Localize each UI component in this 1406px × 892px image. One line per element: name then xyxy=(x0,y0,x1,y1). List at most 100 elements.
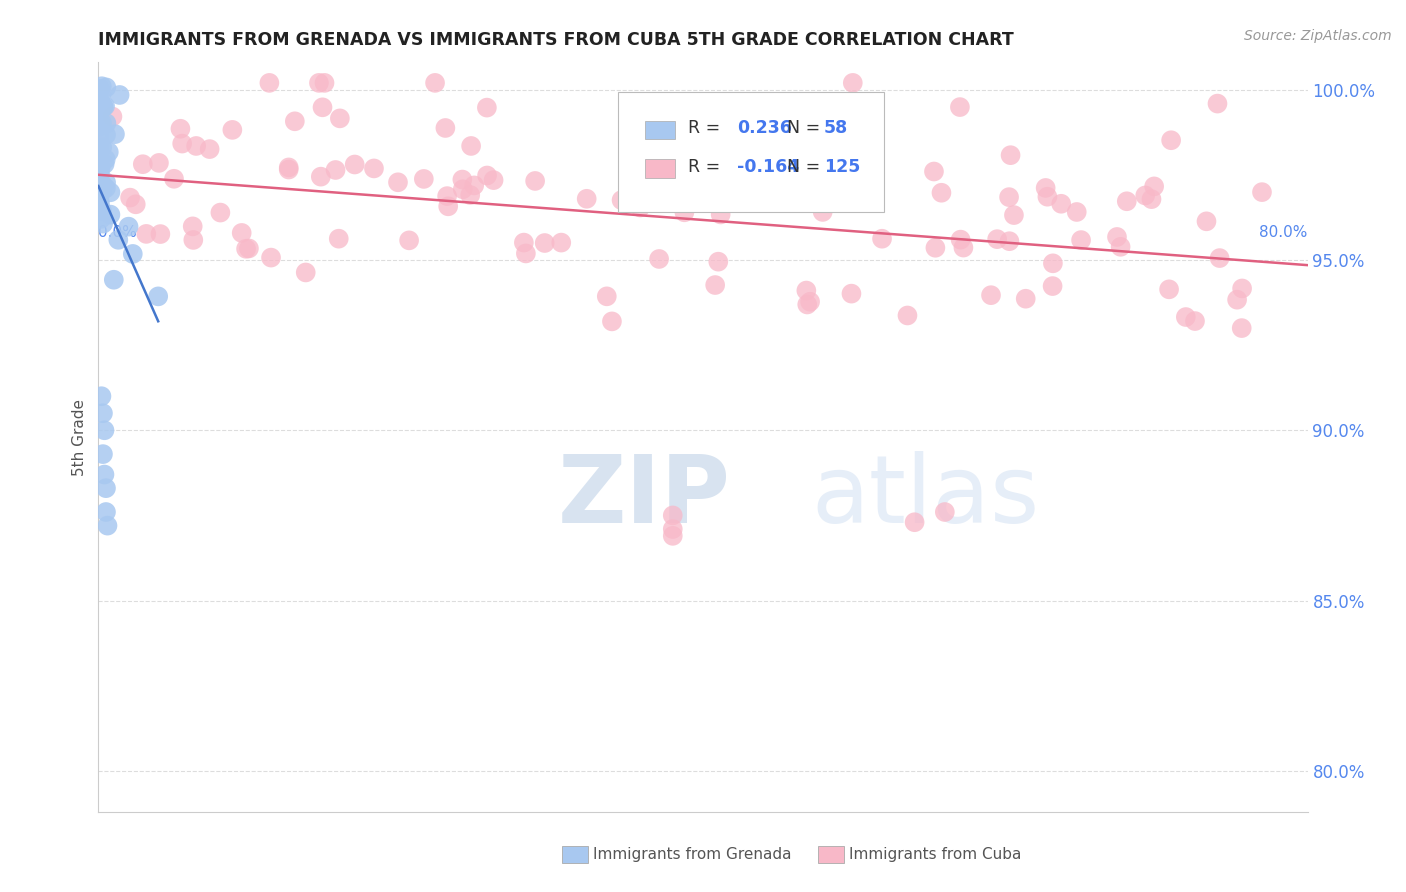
Point xyxy=(311,100,333,114)
Point xyxy=(1036,190,1059,204)
Point xyxy=(314,76,336,90)
Point xyxy=(980,288,1002,302)
Point xyxy=(1143,179,1166,194)
Point xyxy=(789,159,811,173)
Point xyxy=(96,518,118,533)
Point xyxy=(89,118,111,132)
Point xyxy=(94,176,117,190)
Point xyxy=(96,80,118,95)
Text: R =: R = xyxy=(689,159,727,177)
Point xyxy=(91,140,114,154)
Point xyxy=(284,114,307,128)
Point xyxy=(707,254,730,268)
Point xyxy=(209,205,232,219)
Point xyxy=(309,169,332,184)
Point xyxy=(412,172,434,186)
Point xyxy=(181,233,204,247)
Point xyxy=(89,196,111,211)
Text: N =: N = xyxy=(776,120,825,137)
Point xyxy=(89,101,111,115)
Point xyxy=(90,97,112,112)
Point xyxy=(148,156,170,170)
Point xyxy=(1015,292,1038,306)
Text: 0.0%: 0.0% xyxy=(98,225,138,240)
Point xyxy=(841,286,863,301)
Point xyxy=(998,234,1021,248)
Point xyxy=(931,186,953,200)
Point xyxy=(924,241,946,255)
Point xyxy=(101,110,124,124)
Point xyxy=(135,227,157,241)
Point xyxy=(277,162,299,177)
Point xyxy=(328,232,350,246)
Text: IMMIGRANTS FROM GRENADA VS IMMIGRANTS FROM CUBA 5TH GRADE CORRELATION CHART: IMMIGRANTS FROM GRENADA VS IMMIGRANTS FR… xyxy=(98,31,1014,49)
Text: Source: ZipAtlas.com: Source: ZipAtlas.com xyxy=(1244,29,1392,43)
Point xyxy=(1208,251,1230,265)
Point xyxy=(169,121,191,136)
Point xyxy=(704,278,727,293)
Point xyxy=(811,205,834,219)
Point xyxy=(96,116,118,130)
Point xyxy=(1174,310,1197,324)
Point xyxy=(1050,196,1073,211)
Text: R =: R = xyxy=(689,120,727,137)
Point xyxy=(661,522,683,536)
Point xyxy=(343,157,366,171)
Point xyxy=(89,189,111,203)
Point xyxy=(575,192,598,206)
Point xyxy=(90,87,112,102)
Point xyxy=(89,94,111,108)
Point xyxy=(482,173,505,187)
Point xyxy=(842,76,865,90)
Text: N =: N = xyxy=(776,159,825,177)
Point xyxy=(221,123,243,137)
Point xyxy=(451,172,474,186)
Point xyxy=(398,233,420,247)
Point xyxy=(121,247,143,261)
Point xyxy=(91,177,114,191)
Point xyxy=(186,139,208,153)
Point xyxy=(97,145,120,159)
Point xyxy=(94,128,117,142)
Point xyxy=(648,252,671,266)
Point xyxy=(949,233,972,247)
Point xyxy=(132,157,155,171)
Point xyxy=(661,529,683,543)
Point xyxy=(1140,192,1163,206)
Point xyxy=(1070,233,1092,247)
Point xyxy=(799,294,821,309)
Point xyxy=(825,188,848,202)
Point xyxy=(91,101,114,115)
Point xyxy=(475,101,498,115)
Point xyxy=(93,99,115,113)
Point xyxy=(90,389,112,403)
Point xyxy=(294,265,316,279)
Point xyxy=(93,467,115,482)
Point xyxy=(91,406,114,420)
Point xyxy=(94,505,117,519)
Point xyxy=(458,188,481,202)
Text: 58: 58 xyxy=(824,120,848,137)
Text: ZIP: ZIP xyxy=(558,451,731,543)
Point xyxy=(628,201,651,215)
Bar xyxy=(645,160,675,178)
Point xyxy=(94,181,117,195)
Point xyxy=(89,153,111,167)
Point xyxy=(90,79,112,94)
Point xyxy=(93,423,115,437)
Point xyxy=(1157,282,1180,296)
Point xyxy=(475,169,498,183)
Point xyxy=(1105,230,1128,244)
Point xyxy=(675,172,697,186)
Bar xyxy=(645,120,675,139)
Point xyxy=(934,505,956,519)
FancyBboxPatch shape xyxy=(619,93,884,212)
Point xyxy=(904,515,927,529)
Point xyxy=(998,190,1021,204)
Point xyxy=(89,190,111,204)
Point xyxy=(91,203,114,218)
Point xyxy=(89,197,111,211)
Point xyxy=(103,273,125,287)
Point xyxy=(1115,194,1137,209)
Point xyxy=(1160,133,1182,147)
